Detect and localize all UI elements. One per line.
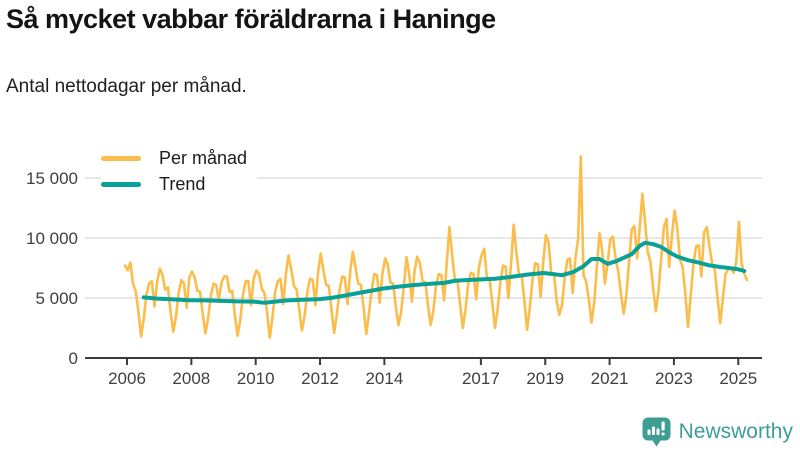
x-axis-tick-label: 2025 <box>719 369 757 388</box>
y-axis-tick-label: 15 000 <box>26 169 78 188</box>
brand-name: Newsworthy <box>678 420 793 443</box>
y-axis-tick-label: 10 000 <box>26 229 78 248</box>
page-title: Så mycket vabbar föräldrarna i Haninge <box>6 4 496 34</box>
y-axis-tick-label: 5 000 <box>35 289 78 308</box>
y-axis-tick-label: 0 <box>69 349 78 368</box>
x-axis-tick-label: 2008 <box>172 369 210 388</box>
x-axis-tick-label: 2014 <box>365 369 403 388</box>
trend-line <box>141 240 747 305</box>
legend-item-trend: Trend <box>101 174 247 195</box>
legend-item-per-manad: Per månad <box>101 148 247 169</box>
x-axis-tick-label: 2017 <box>462 369 500 388</box>
x-axis-tick-label: 2023 <box>655 369 693 388</box>
newsworthy-logo[interactable]: Newsworthy <box>642 417 793 447</box>
x-axis-tick-label: 2019 <box>526 369 564 388</box>
x-axis-tick-label: 2012 <box>301 369 339 388</box>
trend-line-swatch <box>101 182 141 187</box>
legend-label-trend: Trend <box>159 174 206 194</box>
chart-legend: Per månad Trend <box>101 146 258 197</box>
x-axis-tick-label: 2006 <box>108 369 146 388</box>
chart-subtitle: Antal nettodagar per månad. <box>6 76 247 97</box>
per-manad-line-swatch <box>101 156 141 161</box>
legend-label-per-manad: Per månad <box>159 148 248 168</box>
x-axis-tick-label: 2021 <box>591 369 629 388</box>
bar-chart-speech-bubble-icon <box>642 417 671 447</box>
x-axis-tick-label: 2010 <box>237 369 275 388</box>
per-manad-line <box>123 155 749 339</box>
